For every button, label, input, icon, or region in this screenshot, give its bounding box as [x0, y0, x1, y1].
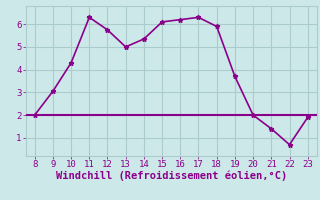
- X-axis label: Windchill (Refroidissement éolien,°C): Windchill (Refroidissement éolien,°C): [56, 171, 287, 181]
